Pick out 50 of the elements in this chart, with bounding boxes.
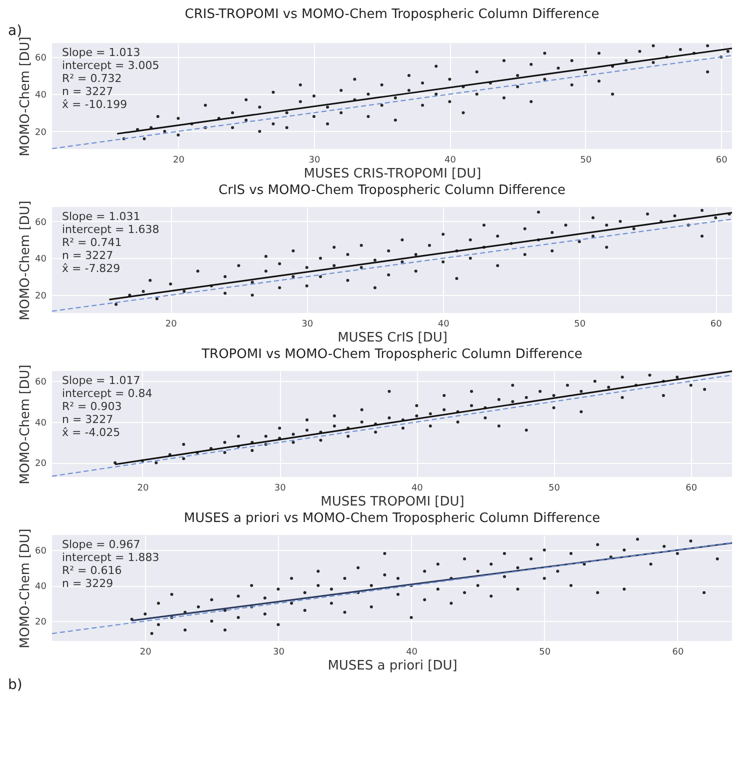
x-tick-label: 60 bbox=[710, 320, 722, 330]
x-tick-label: 50 bbox=[574, 320, 586, 330]
text: a) bbox=[8, 23, 22, 39]
y-tick-label: 40 bbox=[35, 582, 47, 592]
y-tick-label: 60 bbox=[35, 378, 47, 388]
y-tick-label: 20 bbox=[35, 618, 47, 628]
text: b) bbox=[8, 677, 22, 693]
x-tick-label: 30 bbox=[308, 156, 320, 166]
chart-title: TROPOMI vs MOMO-Chem Tropospheric Column Difference bbox=[200, 347, 582, 362]
annotation: Slope = 1.013 intercept = 3.005 R² = 0.732 n = 3227 x̂ = -10.199 bbox=[62, 46, 160, 111]
x-tick-label: 40 bbox=[411, 484, 424, 494]
y-tick-label: 20 bbox=[35, 459, 47, 470]
y-tick-label: 20 bbox=[35, 292, 47, 302]
x-tick-label: 20 bbox=[140, 648, 152, 658]
y-axis-title: MOMO-Chem [DU] bbox=[18, 528, 34, 648]
x-tick-label: 30 bbox=[274, 484, 286, 494]
x-axis-title: MUSES a priori [DU] bbox=[328, 658, 458, 674]
y-tick-label: 40 bbox=[35, 418, 47, 428]
x-tick-label: 50 bbox=[548, 484, 560, 494]
y-tick-label: 40 bbox=[35, 254, 47, 265]
x-tick-label: 30 bbox=[272, 648, 285, 658]
chart-title: MUSES a priori vs MOMO-Chem Tropospheric Column Difference bbox=[184, 511, 600, 526]
x-tick-label: 60 bbox=[672, 648, 684, 658]
y-axis-title: MOMO-Chem [DU] bbox=[18, 364, 34, 484]
y-tick-label: 40 bbox=[35, 90, 47, 101]
x-tick-label: 20 bbox=[173, 156, 185, 166]
x-tick-label: 50 bbox=[539, 648, 551, 658]
y-tick-label: 60 bbox=[35, 53, 47, 64]
annotation: Slope = 1.031 intercept = 1.638 R² = 0.741 n = 3227 x̂ = -7.829 bbox=[62, 210, 160, 275]
y-axis-title: MOMO-Chem [DU] bbox=[18, 200, 34, 320]
y-tick-label: 20 bbox=[35, 128, 47, 138]
x-tick-label: 40 bbox=[406, 648, 418, 658]
y-tick-label: 60 bbox=[35, 218, 47, 228]
annotation: Slope = 1.017 intercept = 0.84 R² = 0.903 n = 3227 x̂ = -4.025 bbox=[62, 374, 152, 439]
x-axis-title: MUSES CRIS-TROPOMI [DU] bbox=[304, 166, 482, 182]
annotation: Slope = 0.967 intercept = 1.883 R² = 0.616 n = 3229 bbox=[62, 538, 160, 590]
x-tick-label: 30 bbox=[302, 320, 314, 330]
x-tick-label: 40 bbox=[444, 156, 456, 166]
x-tick-label: 20 bbox=[165, 320, 178, 330]
chart-title: CRIS-TROPOMI vs MOMO-Chem Tropospheric Column Difference bbox=[184, 7, 600, 22]
x-axis-title: MUSES TROPOMI [DU] bbox=[320, 494, 464, 510]
x-tick-label: 20 bbox=[137, 484, 149, 494]
x-tick-label: 60 bbox=[686, 484, 698, 494]
y-axis-title: MOMO-Chem [DU] bbox=[18, 36, 34, 156]
x-tick-label: 60 bbox=[716, 156, 728, 166]
chart-title: CrIS vs MOMO-Chem Tropospheric Column Difference bbox=[218, 183, 566, 198]
x-tick-label: 50 bbox=[580, 156, 592, 166]
x-tick-label: 40 bbox=[438, 320, 450, 330]
x-axis-title: MUSES CrIS [DU] bbox=[338, 330, 448, 346]
y-tick-label: 60 bbox=[35, 546, 47, 556]
